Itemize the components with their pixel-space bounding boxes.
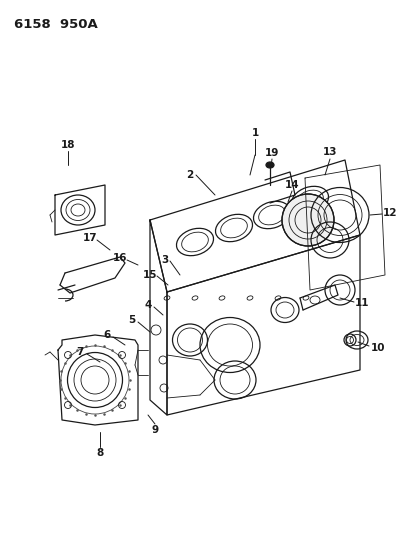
Text: 2: 2: [186, 170, 193, 180]
Text: 16: 16: [112, 253, 127, 263]
Text: 19: 19: [264, 148, 279, 158]
Text: 8: 8: [96, 448, 103, 458]
Text: 13: 13: [322, 147, 337, 157]
Text: 18: 18: [61, 140, 75, 150]
Text: 6: 6: [103, 330, 110, 340]
Text: 7: 7: [76, 347, 83, 357]
Text: 15: 15: [142, 270, 157, 280]
Text: 12: 12: [382, 208, 396, 218]
Text: 10: 10: [370, 343, 384, 353]
Text: 14: 14: [284, 180, 299, 190]
Text: 4: 4: [144, 300, 151, 310]
Text: 17: 17: [83, 233, 97, 243]
Ellipse shape: [281, 194, 333, 246]
Text: 1: 1: [251, 128, 258, 138]
Text: 3: 3: [161, 255, 168, 265]
Text: 5: 5: [128, 315, 135, 325]
Text: 11: 11: [354, 298, 369, 308]
Text: 6158  950A: 6158 950A: [14, 18, 97, 31]
Text: 9: 9: [151, 425, 158, 435]
Ellipse shape: [265, 162, 273, 168]
